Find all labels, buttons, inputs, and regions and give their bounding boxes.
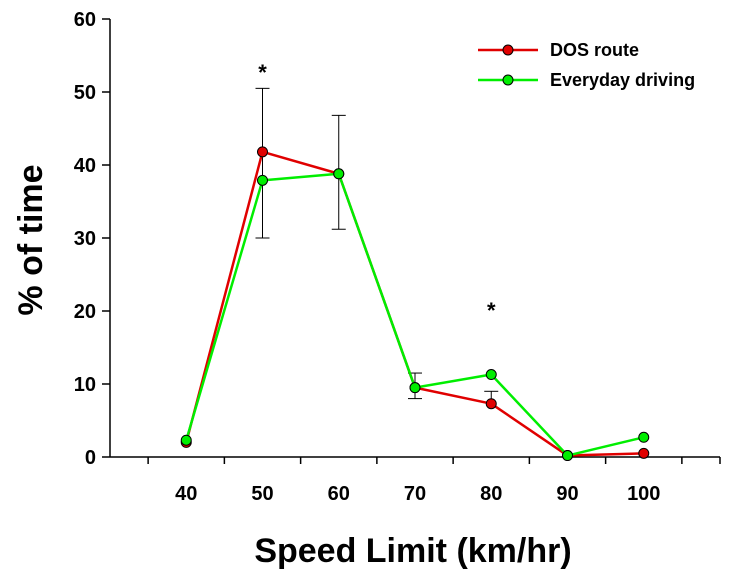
y-tick-label: 0: [85, 447, 96, 469]
annotations: **: [258, 60, 496, 323]
data-point-series-2: [180, 434, 192, 446]
data-point-series-2: [638, 431, 650, 443]
legend-marker-1: [502, 44, 514, 56]
y-tick-label: 20: [74, 301, 96, 323]
data-point-series-2: [562, 450, 573, 462]
x-tick-label: 60: [328, 483, 350, 505]
x-tick-label: 70: [404, 483, 426, 505]
x-tick-label: 100: [627, 483, 660, 505]
series-line-1: [185, 150, 644, 457]
data-point-series-2: [333, 168, 345, 180]
axes: 0 10 20 30 40 50 60 40 50 60 70 80 90 100: [74, 9, 721, 505]
x-tick-label: 50: [251, 483, 273, 505]
y-tick-label: 60: [74, 9, 96, 31]
x-tick-label: 40: [175, 483, 197, 505]
error-bars: [255, 87, 499, 404]
series-line-2: [185, 172, 645, 457]
x-tick-label: 80: [480, 483, 502, 505]
legend-label-2: Everyday driving: [550, 70, 695, 90]
data-point-series-2: [485, 369, 497, 381]
y-axis-title: % of time: [12, 164, 50, 315]
series-lines: [185, 150, 645, 457]
series-points: [180, 146, 650, 462]
data-point-series-1: [485, 398, 497, 410]
legend-marker-2: [502, 74, 514, 86]
y-tick-label: 40: [74, 155, 96, 177]
significance-marker: *: [258, 60, 267, 85]
legend: DOS route Everyday driving: [478, 40, 695, 90]
x-tick-label: 90: [556, 483, 578, 505]
data-point-series-1: [257, 146, 268, 158]
data-point-series-2: [409, 382, 421, 394]
y-tick-label: 10: [74, 374, 96, 396]
significance-marker: *: [487, 298, 496, 323]
x-axis-title: Speed Limit (km/hr): [254, 532, 571, 570]
legend-label-1: DOS route: [550, 40, 639, 60]
y-tick-label: 30: [74, 228, 96, 250]
data-point-series-2: [257, 174, 268, 186]
y-tick-label: 50: [74, 82, 96, 104]
data-point-series-1: [638, 447, 650, 459]
